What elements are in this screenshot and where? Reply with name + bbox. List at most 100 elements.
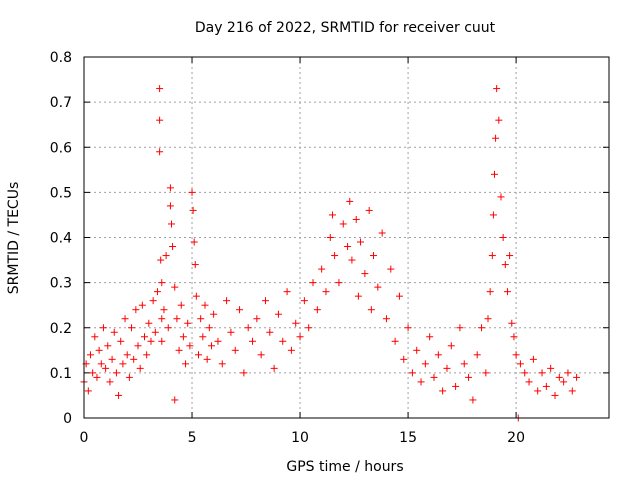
data-point [551,391,559,399]
data-point [279,337,287,345]
data-point [283,288,291,296]
data-point [128,324,136,332]
data-point [413,346,421,354]
data-point [89,369,97,377]
data-point [568,387,576,395]
data-point [249,337,257,345]
data-point [357,238,365,246]
data-point [253,315,261,323]
data-point [560,378,568,386]
data-point [400,355,408,363]
data-point [365,206,373,214]
data-point [331,252,339,260]
data-point [119,360,127,368]
data-point [503,288,511,296]
data-point [460,360,468,368]
data-point [231,346,239,354]
data-point [452,382,460,390]
data-point [493,85,501,93]
data-point [149,297,157,305]
y-axis: 0 0.1 0.2 0.3 0.4 0.5 0.6 0.7 0.8 [50,50,609,427]
data-point [478,324,486,332]
y-tick-label: 0.4 [50,231,72,247]
data-point [261,297,269,305]
data-point [395,292,403,300]
data-point [205,324,213,332]
data-point [534,387,542,395]
x-tick-label: 5 [188,430,197,446]
data-point [512,351,520,359]
data-point [151,328,159,336]
data-point [488,252,496,260]
data-point [443,364,451,372]
data-point [123,351,131,359]
data-point [346,197,354,205]
data-point [473,351,481,359]
data-point [121,315,129,323]
data-point [313,306,321,314]
data-point [495,116,503,124]
data-point [296,333,304,341]
data-point [207,342,215,350]
data-point [292,319,300,327]
data-point [370,252,378,260]
data-point [367,306,375,314]
data-point [93,373,101,381]
data-point [426,333,434,341]
data-point [344,243,352,251]
data-point [287,346,295,354]
data-point [112,369,120,377]
data-point [138,301,146,309]
data-point [84,387,92,395]
data-point [162,252,170,260]
data-point [516,360,524,368]
data-point [354,292,362,300]
data-point [244,324,252,332]
data-point [108,355,116,363]
data-point [465,373,473,381]
data-point [542,382,550,390]
y-axis-label: SRMTID / TECUs [6,182,22,295]
data-point [157,256,165,264]
data-point [447,342,455,350]
data-point [158,315,166,323]
data-point [486,288,494,296]
data-point [197,315,205,323]
data-point [104,342,112,350]
data-point [91,333,99,341]
y-tick-label: 0 [63,411,72,427]
data-point [391,337,399,345]
data-point [97,360,105,368]
data-point [169,243,177,251]
data-point [521,369,529,377]
data-point [555,373,563,381]
data-point [309,279,317,287]
x-axis-label: GPS time / hours [286,459,403,475]
data-point [404,324,412,332]
data-point [134,342,142,350]
data-point [257,351,265,359]
x-tick-label: 20 [507,430,525,446]
y-tick-label: 0.1 [50,366,72,382]
data-point [510,333,518,341]
data-point [186,342,194,350]
data-point [166,202,174,210]
data-points [80,85,581,422]
data-point [147,337,155,345]
data-point [145,319,153,327]
data-point [430,373,438,381]
data-point [130,355,138,363]
data-point [305,324,313,332]
data-point [339,220,347,228]
data-point [125,373,133,381]
data-point [199,333,207,341]
y-tick-label: 0.5 [50,185,72,201]
data-point [102,364,110,372]
data-point [223,297,231,305]
data-point [192,292,200,300]
data-point [188,188,196,196]
data-point [499,234,507,241]
data-point [177,301,185,309]
data-point [335,279,343,287]
